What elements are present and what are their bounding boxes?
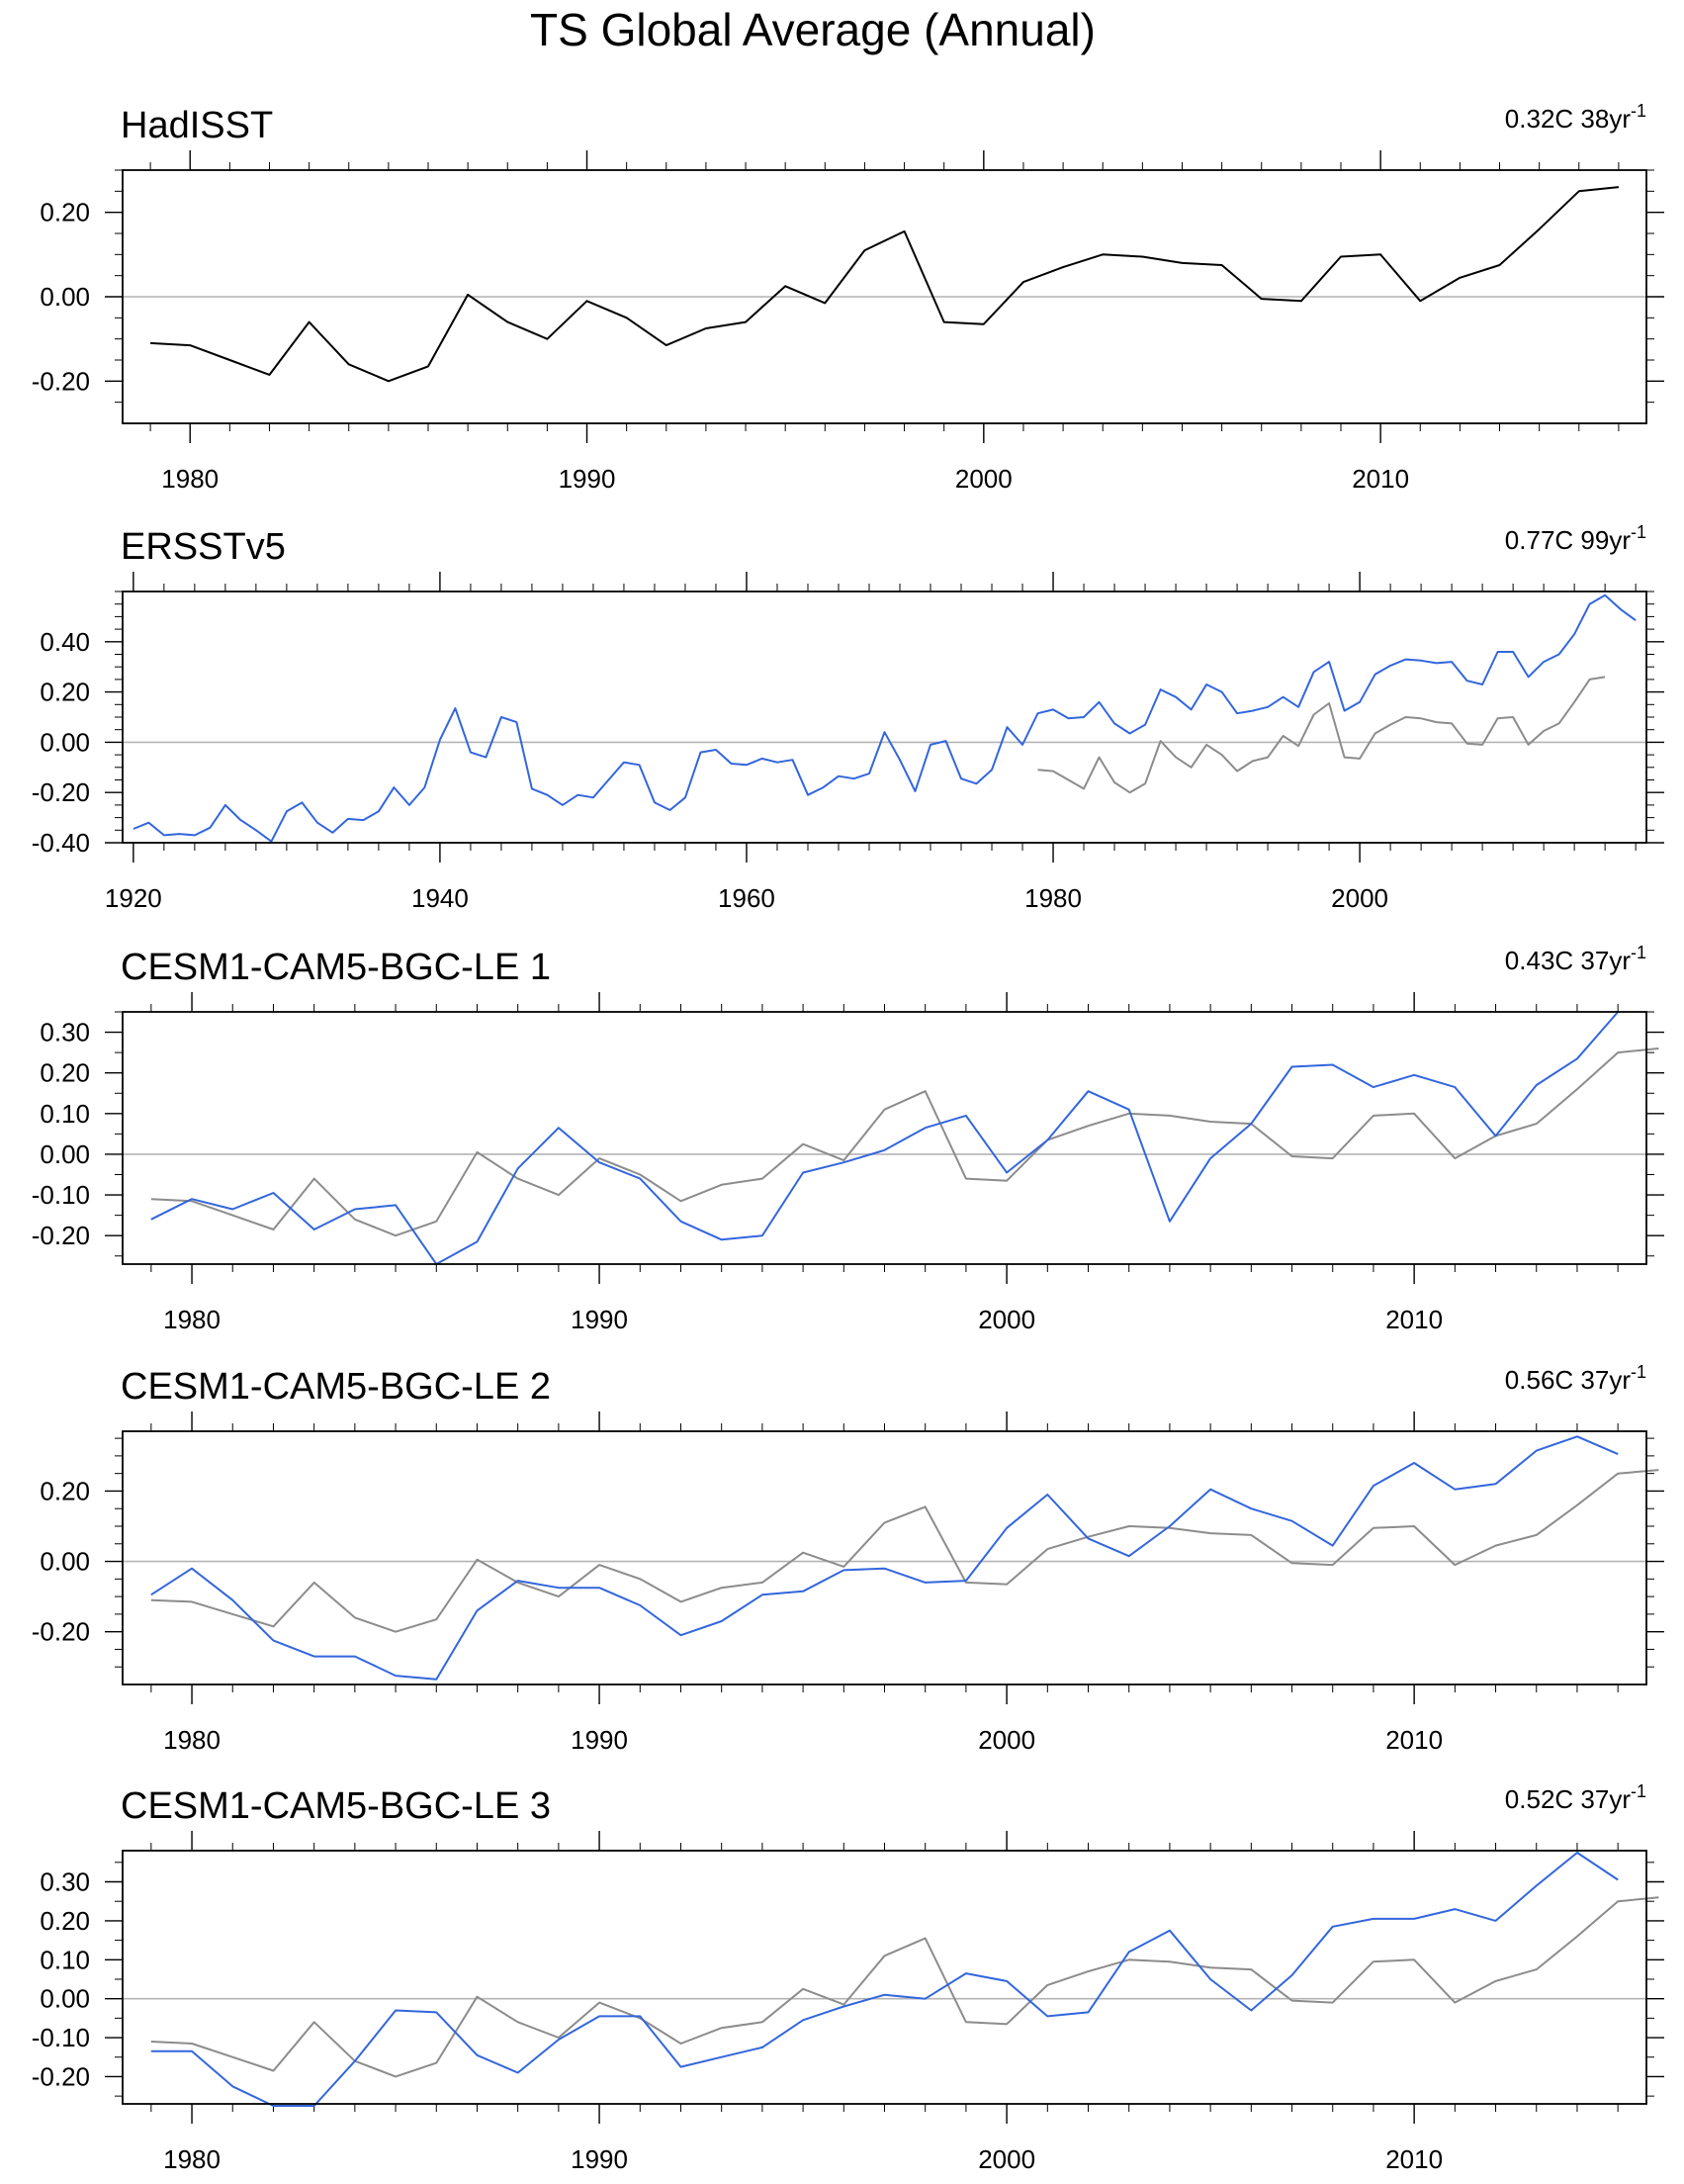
- figure-title: TS Global Average (Annual): [530, 4, 1096, 55]
- y-tick-label: 0.20: [40, 1906, 90, 1936]
- panel-title: CESM1-CAM5-BGC-LE 1: [121, 947, 551, 988]
- y-tick-label: -0.10: [32, 1180, 90, 1210]
- trend-label-value: 0.52C 37yr: [1505, 1784, 1632, 1814]
- y-tick-label: -0.20: [32, 1617, 90, 1647]
- trend-label: 0.43C 37yr-1: [1505, 943, 1646, 975]
- series-line-reference: [1037, 676, 1606, 794]
- series-line-model: [133, 593, 1637, 843]
- x-tick-label: 1980: [163, 1725, 221, 1755]
- x-tick-label: 2010: [1385, 1305, 1443, 1334]
- panel-title: ERSSTv5: [121, 526, 286, 568]
- y-tick-label: 0.20: [40, 1058, 90, 1088]
- x-tick-label: 2000: [1331, 883, 1388, 913]
- x-tick-label: 2010: [1352, 464, 1409, 494]
- x-tick-label: 2010: [1385, 1725, 1443, 1755]
- x-tick-label: 1990: [559, 464, 616, 494]
- y-tick-label: 0.30: [40, 1018, 90, 1047]
- plot-frame: [122, 1850, 1647, 2105]
- trend-label-exponent: -1: [1631, 1781, 1646, 1801]
- y-tick-label: 0.00: [40, 282, 90, 312]
- x-tick-label: 1960: [718, 883, 775, 913]
- x-tick-label: 2000: [955, 464, 1013, 494]
- y-tick-label: 0.10: [40, 1099, 90, 1129]
- y-tick-label: 0.00: [40, 727, 90, 757]
- trend-label: 0.52C 37yr-1: [1505, 1781, 1646, 1814]
- plot-frame: [122, 169, 1647, 424]
- x-tick-label: 2000: [978, 2144, 1035, 2174]
- y-tick-label: 0.20: [40, 198, 90, 228]
- x-tick-label: 1990: [571, 1725, 628, 1755]
- y-tick-label: -0.10: [32, 2023, 90, 2052]
- x-tick-label: 1990: [571, 1305, 628, 1334]
- trend-label-value: 0.32C 38yr: [1505, 104, 1632, 134]
- plot-frame: [122, 1430, 1647, 1685]
- series-line-model: [150, 1852, 1619, 2107]
- trend-label-value: 0.56C 37yr: [1505, 1365, 1632, 1395]
- x-tick-label: 1980: [163, 2144, 221, 2174]
- trend-label-exponent: -1: [1631, 101, 1646, 121]
- x-tick-label: 2000: [978, 1305, 1035, 1334]
- chart-panel-5: CESM1-CAM5-BGC-LE 3 0.52C 37yr-1 1980 1990 2…: [32, 1781, 1664, 2174]
- chart-panel-2: ERSSTv5 0.77C 99yr-1 1920 1940 1960 1980 2000 -…: [32, 522, 1664, 913]
- y-tick-label: -0.40: [32, 828, 90, 858]
- y-tick-label: 0.00: [40, 1547, 90, 1577]
- x-tick-label: 1990: [571, 2144, 628, 2174]
- series-line-model: [150, 1011, 1619, 1265]
- x-tick-label: 1980: [1024, 883, 1082, 913]
- trend-label: 0.32C 38yr-1: [1505, 101, 1646, 134]
- trend-label-value: 0.43C 37yr: [1505, 946, 1632, 975]
- trend-label-exponent: -1: [1631, 1362, 1646, 1382]
- y-tick-label: 0.10: [40, 1945, 90, 1974]
- plot-frame: [122, 591, 1647, 844]
- y-tick-label: -0.20: [32, 366, 90, 396]
- panel-title: HadISST: [121, 105, 273, 146]
- x-tick-label: 1980: [163, 1305, 221, 1334]
- series-line-reference: [150, 1469, 1659, 1633]
- chart-panel-4: CESM1-CAM5-BGC-LE 2 0.56C 37yr-1 1980 1990 2…: [32, 1362, 1664, 1755]
- x-tick-label: 1940: [411, 883, 469, 913]
- series-line-model: [150, 1435, 1619, 1681]
- x-tick-label: 2000: [978, 1725, 1035, 1755]
- y-tick-label: -0.20: [32, 2061, 90, 2091]
- trend-label: 0.56C 37yr-1: [1505, 1362, 1646, 1395]
- y-tick-label: 0.20: [40, 678, 90, 707]
- x-tick-label: 1920: [105, 883, 162, 913]
- trend-label-value: 0.77C 99yr: [1505, 525, 1632, 555]
- y-tick-label: 0.40: [40, 627, 90, 657]
- plot-frame: [122, 1011, 1647, 1265]
- trend-label-exponent: -1: [1631, 943, 1646, 962]
- trend-label: 0.77C 99yr-1: [1505, 522, 1646, 555]
- panel-title: CESM1-CAM5-BGC-LE 2: [121, 1366, 551, 1408]
- x-tick-label: 2010: [1385, 2144, 1443, 2174]
- series-line-reference: [150, 1047, 1659, 1237]
- chart-panel-3: CESM1-CAM5-BGC-LE 1 0.43C 37yr-1 1980 1990 2…: [32, 943, 1664, 1334]
- panel-title: CESM1-CAM5-BGC-LE 3: [121, 1785, 551, 1827]
- trend-label-exponent: -1: [1631, 522, 1646, 542]
- y-tick-label: -0.20: [32, 1221, 90, 1250]
- y-tick-label: 0.30: [40, 1867, 90, 1897]
- series-line-observed: [150, 186, 1620, 383]
- y-tick-label: 0.20: [40, 1476, 90, 1505]
- chart-panel-1: HadISST 0.32C 38yr-1 1980 1990 2000 2010 -0.20…: [32, 101, 1664, 494]
- series-line-reference: [150, 1896, 1659, 2078]
- y-tick-label: -0.20: [32, 777, 90, 807]
- y-tick-label: 0.00: [40, 1984, 90, 2014]
- y-tick-label: 0.00: [40, 1139, 90, 1169]
- x-tick-label: 1980: [161, 464, 219, 494]
